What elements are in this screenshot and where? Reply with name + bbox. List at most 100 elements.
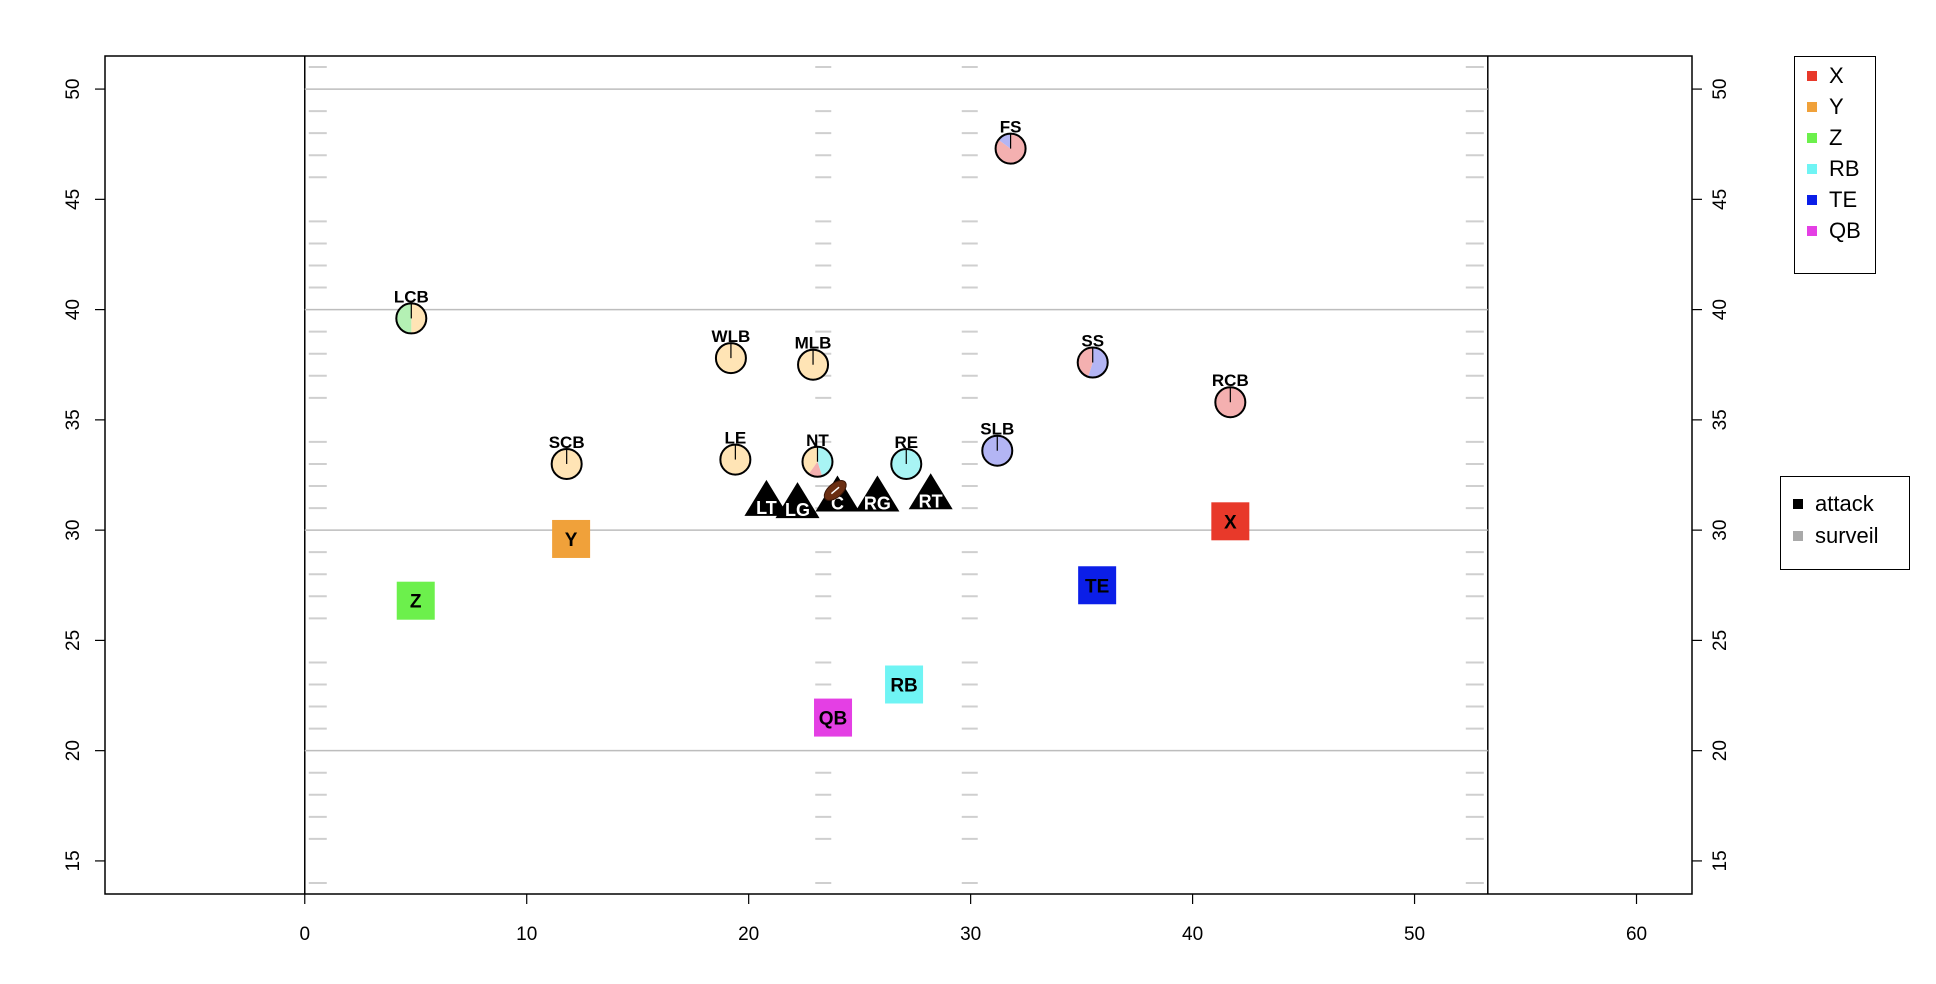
- offense-label-x: X: [1224, 512, 1237, 533]
- defense-player-lcb: LCB: [394, 287, 429, 335]
- lineman-marker-lt: [744, 479, 789, 516]
- plot-frame: [104, 55, 1693, 895]
- defense-marker-outline: [550, 447, 583, 480]
- x-tick-label: 20: [738, 924, 759, 945]
- route-legend-item: RB: [1807, 156, 1860, 182]
- route-legend-swatch: [1807, 102, 1817, 112]
- defense-pie-slice: [411, 303, 427, 334]
- y-tick-label-left: 20: [63, 740, 84, 761]
- lineman-marker-rg: [855, 475, 900, 512]
- offense-label-y: Y: [565, 530, 578, 551]
- offense-marker-z: [396, 581, 435, 620]
- y-tick-label-right: 35: [1710, 409, 1731, 430]
- defense-player-rcb: RCB: [1212, 371, 1249, 419]
- defense-label-ss: SS: [1081, 332, 1104, 351]
- route-legend-swatch: [1807, 71, 1817, 81]
- field-layer: [304, 56, 1489, 894]
- defense-label-mlb: MLB: [795, 334, 832, 353]
- y-tick-label-left: 30: [63, 520, 84, 541]
- route-legend-swatch: [1807, 195, 1817, 205]
- role-legend-swatch: [1793, 499, 1803, 509]
- offense-marker-qb: [814, 698, 853, 737]
- defense-player-le: LE: [719, 429, 752, 476]
- offense-layer: X Y Z RB TE QB: [396, 502, 1250, 737]
- x-tick-label: 60: [1626, 924, 1647, 945]
- lineman-marker-lg: [775, 482, 820, 519]
- defense-marker-outline: [1214, 386, 1247, 419]
- role-legend-label: attack: [1815, 491, 1874, 516]
- route-legend-item: Z: [1807, 125, 1842, 151]
- defense-marker-outline: [714, 342, 747, 375]
- defense-marker-outline: [1076, 346, 1109, 379]
- offense-marker-x: [1211, 502, 1250, 541]
- legend-routes: X Y Z RB TE QB: [1794, 56, 1876, 274]
- route-legend-item: TE: [1807, 187, 1857, 213]
- defense-player-wlb: WLB: [712, 327, 751, 375]
- route-legend-label: TE: [1829, 187, 1858, 212]
- route-legend-item: Y: [1807, 94, 1844, 120]
- defense-label-le: LE: [724, 429, 746, 448]
- defense-marker-outline: [981, 434, 1014, 467]
- defense-marker-outline: [801, 445, 834, 478]
- defense-marker-outline: [395, 302, 428, 335]
- y-tick-label-right: 15: [1710, 850, 1731, 871]
- defense-marker-outline: [994, 132, 1027, 165]
- offense-label-te: TE: [1085, 576, 1109, 597]
- y-tick-label-right: 25: [1710, 630, 1731, 651]
- lineman-label-rg: RG: [864, 493, 891, 513]
- axis-layer: 0 10 20 30 40 50 60 15 15 20 20 25 25 30 30 35 35 40 40 45 4…: [63, 79, 1731, 945]
- role-legend-swatch: [1793, 531, 1803, 541]
- defense-player-mlb: MLB: [795, 334, 832, 381]
- defense-pie-slice: [808, 461, 823, 477]
- line-layer: LT LG C RG RT: [744, 473, 953, 520]
- y-tick-label-right: 45: [1710, 189, 1731, 210]
- defense-player-scb: SCB: [549, 433, 585, 480]
- role-legend-item: surveil: [1793, 523, 1879, 549]
- football-lace: [830, 486, 840, 495]
- y-tick-label-left: 45: [63, 189, 84, 210]
- route-legend-swatch: [1807, 164, 1817, 174]
- route-legend-label: X: [1829, 63, 1844, 88]
- role-legend-label: surveil: [1815, 523, 1879, 548]
- y-tick-label-right: 50: [1710, 79, 1731, 100]
- route-legend-swatch: [1807, 133, 1817, 143]
- defense-player-fs: FS: [994, 118, 1027, 165]
- y-tick-label-right: 30: [1710, 520, 1731, 541]
- lineman-label-lt: LT: [756, 498, 777, 518]
- defense-pie-slice: [396, 303, 412, 334]
- defense-label-re: RE: [894, 433, 918, 452]
- legend-roles: attack surveil: [1780, 476, 1910, 570]
- football-icon: [823, 480, 847, 501]
- defense-label-fs: FS: [1000, 118, 1022, 137]
- route-legend-label: RB: [1829, 156, 1860, 181]
- defense-player-nt: NT: [801, 431, 834, 478]
- route-legend-label: Y: [1829, 94, 1844, 119]
- route-legend-item: QB: [1807, 218, 1861, 244]
- lineman-label-rt: RT: [919, 491, 943, 511]
- offense-label-rb: RB: [890, 676, 917, 697]
- lineman-label-lg: LG: [785, 500, 810, 520]
- frame-layer: [104, 55, 1693, 895]
- route-legend-swatch: [1807, 226, 1817, 236]
- defense-label-wlb: WLB: [712, 327, 751, 346]
- defense-label-slb: SLB: [980, 420, 1014, 439]
- defense-pie-slice: [817, 446, 833, 477]
- defense-marker-outline: [797, 348, 830, 381]
- x-tick-label: 30: [960, 924, 981, 945]
- x-tick-label: 0: [299, 924, 310, 945]
- defense-marker-outline: [890, 447, 923, 480]
- defense-player-ss: SS: [1076, 332, 1109, 379]
- route-legend-item: X: [1807, 63, 1844, 89]
- offense-marker-rb: [885, 665, 924, 704]
- y-tick-label-left: 35: [63, 409, 84, 430]
- defense-label-nt: NT: [806, 431, 829, 450]
- role-legend-item: attack: [1793, 491, 1874, 517]
- y-tick-label-right: 40: [1710, 299, 1731, 320]
- defense-player-re: RE: [890, 433, 923, 480]
- y-tick-label-right: 20: [1710, 740, 1731, 761]
- defense-pie-slice: [1077, 347, 1093, 377]
- defense-pie-slice: [802, 446, 818, 474]
- y-tick-label-left: 50: [63, 79, 84, 100]
- defense-label-scb: SCB: [549, 433, 585, 452]
